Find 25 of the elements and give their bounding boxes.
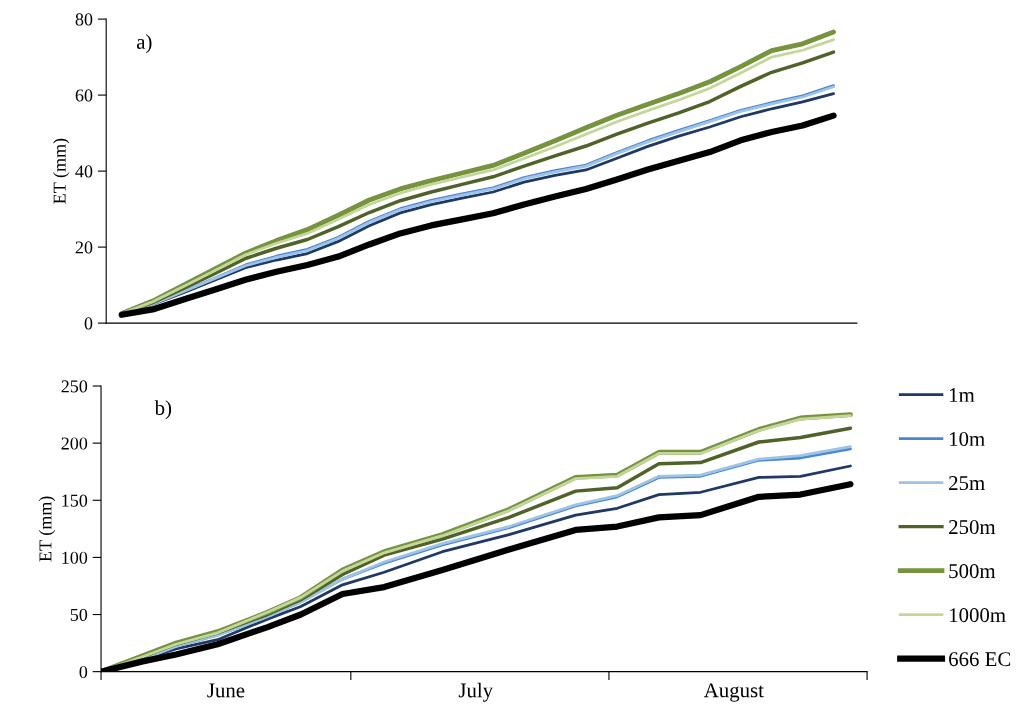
legend-label: 500m [949, 564, 996, 579]
annotation: a) [136, 34, 152, 54]
legend-label: 250m [949, 520, 996, 535]
x-tick-label: August [703, 683, 764, 702]
y-tick-label: 50 [70, 608, 88, 621]
legend-label: 666 EC [949, 652, 1011, 667]
y-tick-label: 0 [79, 665, 88, 679]
y-tick-label: 40 [75, 165, 93, 178]
legend-label: 1m [950, 388, 975, 402]
y-tick-label: 80 [75, 13, 93, 26]
y-tick-label: 60 [75, 89, 93, 102]
legend-label: 1000m [950, 608, 1006, 623]
y-tick-label: 200 [61, 437, 88, 450]
y-tick-label: 0 [84, 317, 93, 330]
y-tick-label: 20 [75, 241, 93, 254]
legend-label: 25m [949, 476, 985, 491]
legend-label: 10m [950, 432, 985, 447]
y-axis-title: ET (mm) [53, 138, 70, 204]
annotation: b) [154, 400, 172, 420]
x-tick-label: June [207, 683, 245, 698]
y-tick-label: 150 [62, 494, 88, 507]
y-axis-title: ET (mm) [38, 496, 56, 562]
y-tick-label: 250 [61, 380, 88, 393]
x-tick-label: July [458, 682, 494, 702]
y-tick-label: 100 [62, 551, 88, 564]
